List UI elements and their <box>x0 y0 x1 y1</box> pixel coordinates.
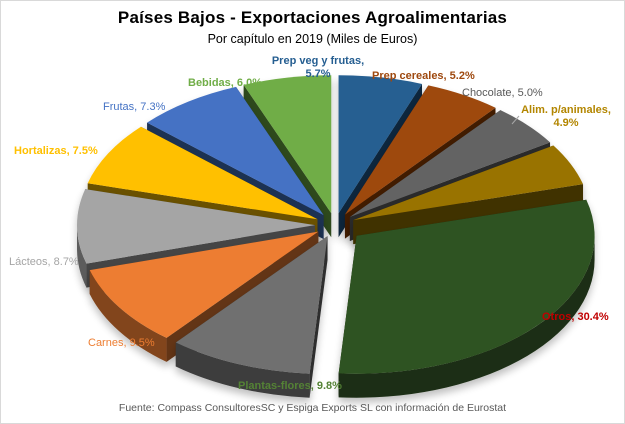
chart-title: Países Bajos - Exportaciones Agroaliment… <box>117 8 508 27</box>
label-frutas: Frutas, 7.3% <box>103 101 166 113</box>
chart-subtitle: Por capítulo en 2019 (Miles de Euros) <box>207 32 418 46</box>
label-lacteos: Lácteos, 8.7% <box>9 256 79 268</box>
pie-slice-otros <box>338 199 595 398</box>
label-prep-cereales: Prep cereales, 5.2% <box>372 70 475 82</box>
pie-slice-plantas-flores <box>175 236 328 398</box>
label-prep-veg-frutas: Prep veg y frutas, 5.7% <box>271 55 365 80</box>
label-hortalizas: Hortalizas, 7.5% <box>14 145 98 157</box>
label-plantas-flores: Plantas-flores, 9.8% <box>238 380 342 392</box>
chart-source-note: Fuente: Compass ConsultoresSC y Espiga E… <box>118 402 507 414</box>
leader-line <box>511 115 520 125</box>
label-bebidas: Bebidas, 6.0% <box>188 77 262 89</box>
label-alim-animales: Alim. p/animales, 4.9% <box>521 104 611 129</box>
label-carnes: Carnes, 9.5% <box>88 337 155 349</box>
label-chocolate: Chocolate, 5.0% <box>462 87 543 99</box>
label-otros: Otros, 30.4% <box>542 311 609 323</box>
